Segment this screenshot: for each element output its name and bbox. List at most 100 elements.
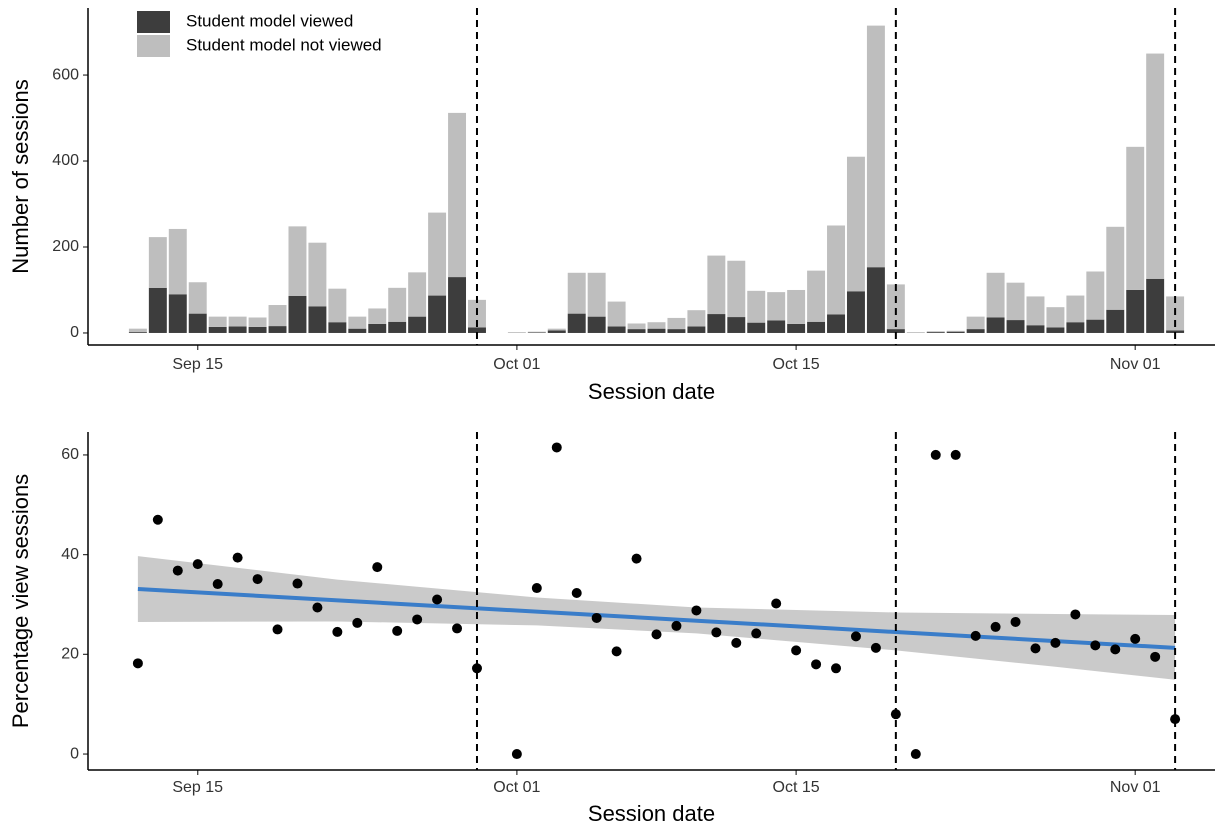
y-tick-label: 600 [52, 66, 79, 83]
bar-segment [348, 316, 367, 329]
point [212, 579, 223, 590]
point [372, 562, 383, 573]
bar-segment [986, 317, 1005, 333]
bar-segment [727, 317, 746, 333]
bar-segment [228, 326, 247, 333]
x-tick-label: Oct 01 [493, 356, 540, 373]
point [511, 749, 522, 760]
bar-segment [1126, 289, 1145, 333]
bar-segment [1046, 307, 1065, 328]
bar-segment [168, 228, 187, 295]
bar-segment [288, 295, 307, 333]
point [811, 659, 822, 670]
bar-segment [288, 226, 307, 296]
bar-segment [787, 323, 806, 333]
bar-segment [168, 294, 187, 333]
bar-segment [827, 314, 845, 333]
point [551, 442, 562, 453]
point [312, 602, 323, 613]
bar-segment [1006, 282, 1025, 321]
bar-segment [1166, 330, 1185, 333]
bar-segment [587, 316, 606, 333]
bar-segment [208, 326, 227, 333]
bar-segment [807, 270, 826, 322]
bar-segment [986, 272, 1005, 318]
bar-segment [846, 291, 865, 333]
bar-segment [926, 332, 945, 333]
point [1110, 644, 1121, 655]
point [751, 628, 762, 639]
bar-segment [128, 328, 147, 333]
bar-segment [687, 326, 706, 333]
y-axis-title: Number of sessions [8, 79, 33, 273]
bar-segment [428, 295, 447, 333]
point [432, 594, 443, 605]
point [352, 617, 363, 628]
bar-segment [448, 277, 467, 333]
bar-segment [1146, 278, 1165, 333]
bar-segment [707, 255, 726, 315]
bar-segment [547, 328, 566, 331]
point [831, 663, 842, 674]
point [671, 620, 682, 631]
point [1090, 640, 1101, 651]
x-tick-label: Nov 01 [1110, 356, 1161, 373]
y-tick-label: 20 [61, 646, 79, 663]
point [771, 598, 782, 609]
bar-segment [1126, 146, 1145, 290]
bar-segment [148, 237, 167, 288]
bar-segment [547, 330, 566, 333]
x-axis-title: Session date [588, 379, 715, 404]
point [192, 559, 203, 570]
bar-segment [747, 322, 766, 333]
bar-segment [647, 322, 666, 329]
point [791, 645, 802, 656]
bar-segment [827, 225, 845, 315]
legend-swatch [137, 11, 170, 33]
bar-segment [567, 272, 586, 314]
bar-segment [647, 328, 666, 333]
point [850, 631, 861, 642]
point [731, 637, 742, 648]
bar-segment [946, 331, 965, 333]
point [531, 583, 542, 594]
bar-segment [328, 322, 347, 333]
x-tick-label: Oct 01 [493, 779, 540, 796]
point [292, 578, 303, 589]
bar-segment [268, 326, 287, 333]
point [571, 588, 582, 599]
bar-segment [807, 321, 826, 333]
point [970, 630, 981, 641]
y-tick-label: 200 [52, 238, 79, 255]
x-tick-label: Oct 15 [773, 779, 820, 796]
bar-segment [248, 317, 267, 327]
point [1050, 637, 1061, 648]
bar-segment [1086, 319, 1105, 333]
x-tick-label: Nov 01 [1110, 779, 1161, 796]
bar-segment [368, 308, 387, 324]
bar-segment [128, 332, 147, 333]
point [651, 629, 662, 640]
bar-segment [448, 112, 467, 278]
bar-segment [946, 330, 965, 332]
point [172, 565, 183, 576]
bar-segment [747, 290, 766, 323]
bar-segment [388, 287, 407, 322]
x-axis-title: Session date [588, 801, 715, 826]
y-tick-label: 400 [52, 152, 79, 169]
bar-segment [787, 289, 806, 324]
bar-segment [1106, 309, 1125, 333]
legend-label: Student model viewed [186, 11, 353, 30]
bar-segment [1006, 320, 1025, 333]
point [950, 449, 961, 460]
bar-segment [966, 329, 985, 333]
bar-segment [767, 320, 786, 333]
bar-segment [886, 284, 905, 330]
point [392, 625, 403, 636]
point [1010, 616, 1021, 627]
point [252, 574, 263, 585]
bar-segment [667, 329, 686, 333]
bar-segment [428, 212, 447, 296]
point [1130, 633, 1141, 644]
